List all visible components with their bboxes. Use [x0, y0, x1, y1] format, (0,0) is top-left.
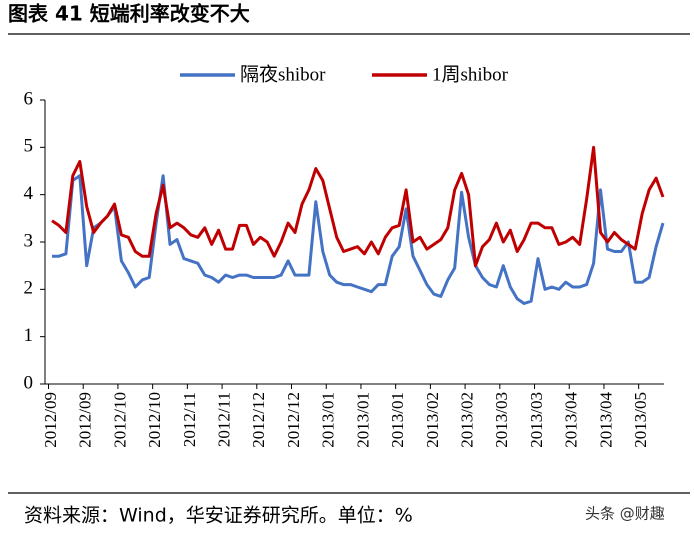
x-tick-label: 2012/11 [214, 392, 233, 447]
x-tick-label: 2012/09 [41, 392, 60, 448]
x-tick-label: 2013/04 [562, 392, 581, 448]
legend-label: 隔夜shibor [240, 63, 326, 85]
x-tick-label: 2012/10 [110, 392, 129, 448]
source-note: 资料来源：Wind，华安证券研究所。单位：% [24, 505, 413, 527]
y-tick-label: 4 [24, 183, 34, 204]
x-tick-label: 2012/10 [145, 392, 164, 448]
x-tick-label: 2012/09 [76, 392, 95, 448]
y-tick-label: 3 [24, 230, 34, 251]
y-tick-label: 0 [24, 372, 34, 393]
x-tick-label: 2013/02 [457, 392, 476, 448]
series-line [51, 145, 665, 268]
legend-label: 1周shibor [432, 64, 509, 85]
x-tick-label: 2013/01 [353, 392, 372, 448]
x-tick-label: 2013/02 [423, 392, 442, 448]
x-tick-label: 2013/04 [596, 392, 615, 448]
y-tick-label: 1 [24, 325, 34, 346]
series-line [52, 174, 665, 305]
x-tick-label: 2013/01 [319, 392, 338, 448]
watermark: 头条 @财趣 [585, 505, 665, 523]
y-tick-label: 6 [24, 88, 34, 109]
x-tick-label: 2013/05 [631, 392, 650, 448]
x-tick-label: 2013/01 [388, 392, 407, 448]
x-tick-label: 2012/12 [249, 392, 268, 448]
x-tick-label: 2013/03 [492, 392, 511, 448]
y-tick-label: 2 [24, 278, 34, 299]
x-tick-label: 2012/11 [180, 392, 199, 447]
chart-title: 图表 41 短端利率改变不大 [8, 2, 250, 26]
x-tick-label: 2013/03 [527, 392, 546, 448]
y-tick-label: 5 [24, 136, 34, 157]
x-tick-label: 2012/12 [284, 392, 303, 448]
